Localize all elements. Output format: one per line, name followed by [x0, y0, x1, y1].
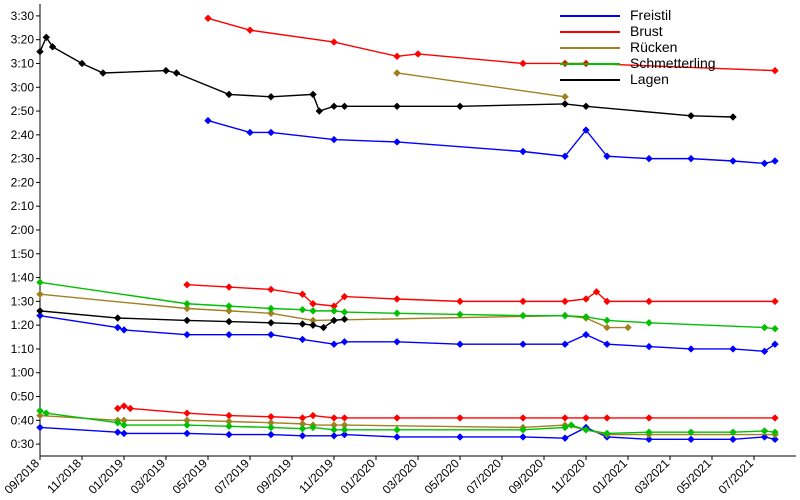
y-tick-label: 2:40 [11, 128, 35, 142]
y-tick-label: 1:00 [11, 366, 35, 380]
legend-label: Brust [630, 23, 663, 39]
y-tick-label: 0:30 [11, 437, 35, 451]
y-tick-label: 3:20 [11, 33, 35, 47]
y-tick-label: 1:10 [11, 342, 35, 356]
y-tick-label: 1:30 [11, 294, 35, 308]
y-tick-label: 1:40 [11, 271, 35, 285]
y-tick-label: 2:30 [11, 152, 35, 166]
y-tick-label: 1:50 [11, 247, 35, 261]
legend-label: Freistil [630, 7, 671, 23]
y-tick-label: 0:50 [11, 390, 35, 404]
y-tick-label: 3:30 [11, 9, 35, 23]
legend-label: Lagen [630, 71, 669, 87]
legend-label: Schmetterling [630, 55, 716, 71]
legend-label: Rücken [630, 39, 677, 55]
swim-times-chart: 0:30 0:40 0:50 1:00 1:10 1:20 1:30 1:40 1:50 2:00… [0, 0, 800, 500]
y-tick-label: 2:50 [11, 104, 35, 118]
y-tick-label: 3:00 [11, 80, 35, 94]
y-tick-label: 1:20 [11, 318, 35, 332]
y-tick-label: 2:00 [11, 223, 35, 237]
y-tick-label: 0:40 [11, 413, 35, 427]
y-tick-label: 2:10 [11, 199, 35, 213]
y-tick-label: 3:10 [11, 56, 35, 70]
y-tick-label: 2:20 [11, 175, 35, 189]
